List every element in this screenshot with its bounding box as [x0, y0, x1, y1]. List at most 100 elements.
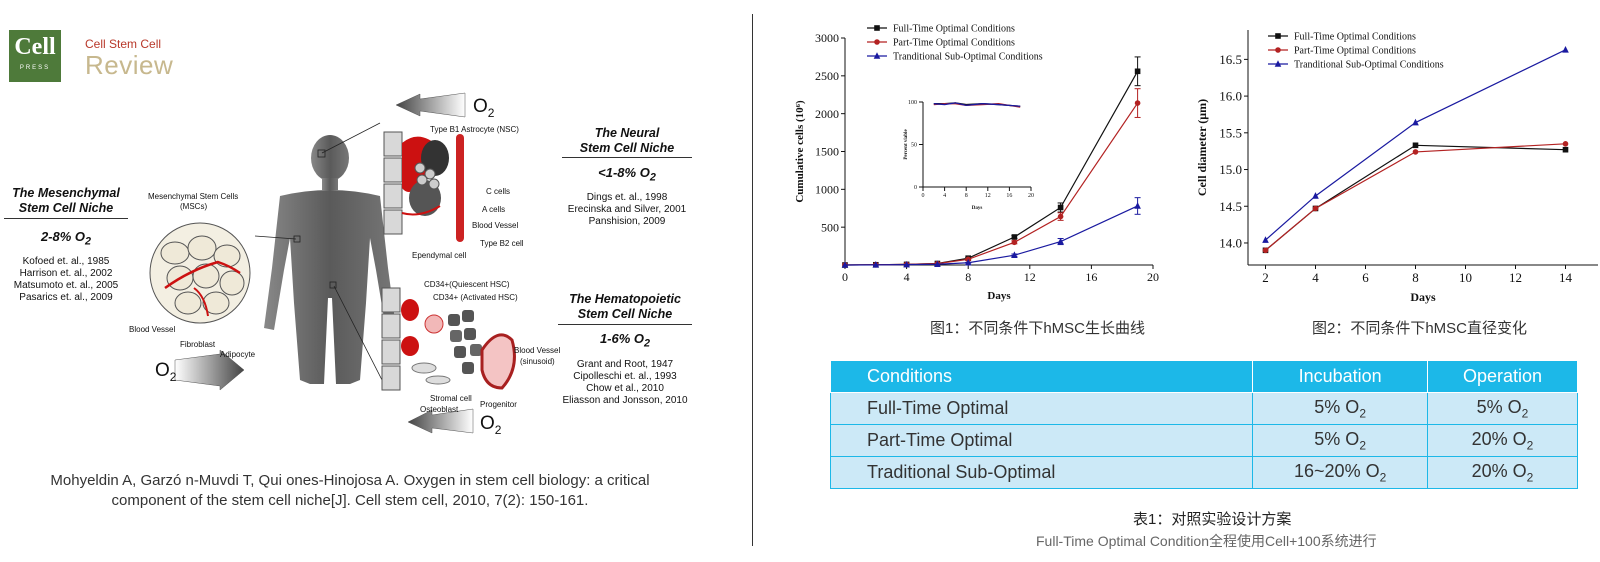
hematopoietic-title: The Hematopoietic Stem Cell Niche	[558, 292, 692, 322]
data-point	[1057, 213, 1064, 220]
ref: Matsumoto et. al., 2005	[13, 280, 119, 291]
x-axis-label: Days	[1410, 290, 1436, 304]
neural-niche-illustration	[383, 131, 464, 242]
ref: Pasarics et. al., 2009	[19, 292, 113, 303]
mesenchymal-title: The Mesenchymal Stem Cell Niche	[4, 186, 128, 216]
table-row: Traditional Sub-Optimal 16~20% O2 20% O2	[829, 456, 1579, 489]
o2-arrow-top	[395, 92, 466, 118]
data-point	[1562, 141, 1569, 147]
data-point	[1412, 149, 1419, 155]
data-point	[1275, 33, 1281, 39]
data-point	[873, 52, 881, 59]
data-point	[1011, 251, 1018, 258]
x-tick-label: 12	[1024, 270, 1036, 284]
neural-o2-text: <1-8% O	[598, 165, 650, 180]
y-tick-label: 2500	[815, 69, 839, 83]
growth-curve-chart: 0 4 8 12 16 2050010001500200025003000DaysCumu…	[794, 24, 1159, 303]
x-tick-label: 4	[943, 193, 946, 199]
y-axis-label: Cumulative cells (10⁶)	[794, 100, 806, 203]
data-point	[1134, 202, 1141, 209]
ref: Kofoed et. al., 1985	[22, 256, 110, 267]
hsc-niche-illustration	[381, 287, 516, 391]
conditions-table: Conditions Incubation Operation Full-Tim…	[829, 360, 1579, 489]
mesenchymal-title-line2: Stem Cell Niche	[18, 201, 114, 215]
label-c-cells: C cells	[486, 187, 511, 196]
x-tick-label: 16	[1085, 270, 1097, 284]
y-tick-label: 16.5	[1219, 52, 1242, 67]
journal-section: Review	[85, 50, 174, 80]
x-tick-label: 20	[1028, 193, 1034, 199]
data-point	[841, 261, 849, 268]
cell-condition: Part-Time Optimal	[829, 424, 1254, 457]
series-line	[933, 102, 1021, 107]
table-caption: 表1：对照实验设计方案	[1133, 511, 1292, 528]
x-tick-label: 20	[1147, 270, 1159, 284]
hematopoietic-title-line2: Stem Cell Niche	[577, 307, 673, 321]
table-header-row: Conditions Incubation Operation	[829, 360, 1579, 393]
hematopoietic-rule	[558, 324, 692, 325]
y-tick-label: 15.0	[1219, 162, 1242, 177]
x-tick-label: 10	[1459, 270, 1472, 285]
series-line	[844, 205, 1138, 266]
o2-label-top: O2	[473, 96, 495, 120]
cell-operation: 5% O2	[1426, 392, 1579, 425]
data-point	[872, 261, 880, 268]
data-point	[1412, 142, 1419, 149]
y-tick-label: 16.0	[1219, 89, 1242, 104]
ref: Grant and Root, 1947	[576, 359, 674, 370]
legend-label: Tranditional Sub-Optimal Conditions	[1294, 60, 1444, 71]
cell-operation: 20% O2	[1426, 424, 1579, 457]
cell-press-logo: Cell PRESS	[9, 30, 61, 82]
data-point	[1262, 247, 1269, 254]
msc-cluster	[149, 222, 251, 324]
panel-divider	[752, 14, 753, 546]
y-axis-label: Percent viable	[904, 129, 909, 160]
o2-arrow-left	[174, 349, 245, 391]
legend-label: Full-Time Optimal Conditions	[1294, 32, 1416, 43]
label-adipocyte: Adipocyte	[220, 350, 256, 359]
label-osteoblast: Osteoblast	[420, 405, 459, 414]
data-point	[1312, 192, 1319, 199]
cell-incubation: 5% O2	[1252, 392, 1428, 425]
header-conditions: Conditions	[829, 360, 1254, 393]
x-tick-label: 4	[1312, 270, 1319, 285]
hematopoietic-o2: 1-6% O2	[558, 331, 692, 350]
neural-title-line2: Stem Cell Niche	[579, 141, 675, 155]
neural-title: The Neural Stem Cell Niche	[562, 126, 692, 156]
y-axis-label: Cell diameter (μm)	[1195, 99, 1209, 196]
neural-rule	[562, 157, 692, 158]
x-tick-label: 8	[965, 193, 968, 199]
legend-label: Full-Time Optimal Conditions	[893, 24, 1015, 35]
ref: Cipolleschi et. al., 1993	[573, 371, 677, 382]
data-point	[964, 258, 972, 266]
label-fibroblast: Fibroblast	[180, 340, 216, 349]
label-blood-vessel-3: Blood Vessel	[514, 346, 561, 355]
stem-cell-niche-illustration	[149, 92, 516, 434]
label-cd34-activated: CD34+ (Activated HSC)	[433, 293, 518, 302]
label-blood-vessel: Blood Vessel	[129, 325, 176, 334]
x-tick-label: 16	[1006, 193, 1012, 199]
series-line	[1265, 143, 1566, 251]
ref: Erecinska and Silver, 2001	[567, 204, 687, 215]
o2-arrow-bottom	[407, 408, 474, 434]
data-point	[1562, 146, 1569, 153]
data-point	[1011, 239, 1018, 246]
data-point	[1275, 47, 1281, 53]
x-tick-label: 12	[985, 193, 991, 199]
y-tick-label: 0	[914, 185, 917, 191]
x-tick-label: 12	[1509, 270, 1522, 285]
mesenchymal-title-line1: The Mesenchymal	[12, 186, 120, 200]
data-point	[1057, 237, 1064, 245]
data-point	[1011, 234, 1018, 240]
data-point	[1312, 205, 1319, 212]
label-type-b2: Type B2 cell	[480, 239, 524, 248]
data-point	[874, 39, 880, 45]
ref: Eliasson and Jonsson, 2010	[562, 395, 688, 406]
cell-condition: Full-Time Optimal	[829, 392, 1254, 425]
x-tick-label: 6	[1362, 270, 1369, 285]
figure2-caption: 图2：不同条件下hMSC直径变化	[1312, 320, 1528, 337]
data-point	[1134, 68, 1141, 75]
y-tick-label: 3000	[815, 31, 839, 45]
label-blood-vessel-2: Blood Vessel	[472, 221, 519, 230]
ref: Harrison et. al., 2002	[19, 268, 113, 279]
